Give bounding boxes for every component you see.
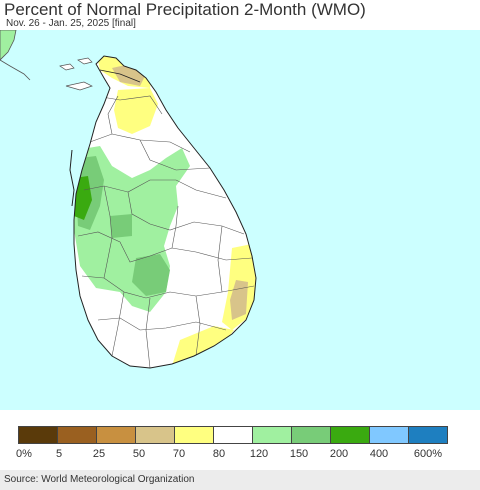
map-svg: [0, 30, 480, 410]
jaffna-lagoon: [99, 69, 141, 83]
legend-swatch: [330, 426, 370, 444]
region-below-normal: [172, 326, 234, 366]
island: [59, 63, 75, 71]
mainland-india: [0, 30, 17, 61]
legend-label: 25: [92, 448, 106, 460]
legend-label: 150: [289, 448, 309, 460]
legend-swatch: [408, 426, 448, 444]
legend-swatch: [369, 426, 409, 444]
legend-label: 0%: [16, 448, 32, 460]
legend-swatch: [252, 426, 292, 444]
legend-label: 200: [329, 448, 349, 460]
mainland-coast: [0, 59, 31, 81]
legend-swatch: [57, 426, 97, 444]
legend-label: 120: [249, 448, 269, 460]
region-far-above-normal: [74, 176, 92, 220]
region-much-below-normal: [230, 280, 248, 320]
map-title: Percent of Normal Precipitation 2-Month …: [4, 0, 366, 19]
legend-label: 50: [132, 448, 146, 460]
source-bar: Source: World Meteorological Organizatio…: [0, 470, 480, 490]
legend-label: 600%: [413, 448, 443, 460]
source-text: Source: World Meteorological Organizatio…: [4, 474, 195, 485]
region-well-above-normal: [110, 214, 132, 238]
legend-swatch: [174, 426, 214, 444]
district-borders: [77, 95, 255, 368]
region-well-above-normal: [132, 254, 170, 296]
legend-swatch: [291, 426, 331, 444]
legend-swatch: [96, 426, 136, 444]
map-subtitle: Nov. 26 - Jan. 25, 2025 [final]: [6, 18, 136, 29]
color-legend: [18, 426, 448, 444]
legend-swatch: [213, 426, 253, 444]
legend-label: 70: [172, 448, 186, 460]
legend-label: 400: [369, 448, 389, 460]
kalpitiya-spit: [69, 149, 75, 207]
legend-label: 80: [212, 448, 226, 460]
island: [77, 57, 93, 65]
legend-label: 5: [55, 448, 63, 460]
legend-labels: 0% 5 25 50 70 80 120 150 200 400 600%: [0, 448, 480, 462]
legend-swatch: [135, 426, 175, 444]
legend-swatch: [18, 426, 58, 444]
mannar-island: [65, 81, 93, 91]
sri-lanka-coastline: [73, 55, 257, 369]
precipitation-map: [0, 30, 480, 410]
